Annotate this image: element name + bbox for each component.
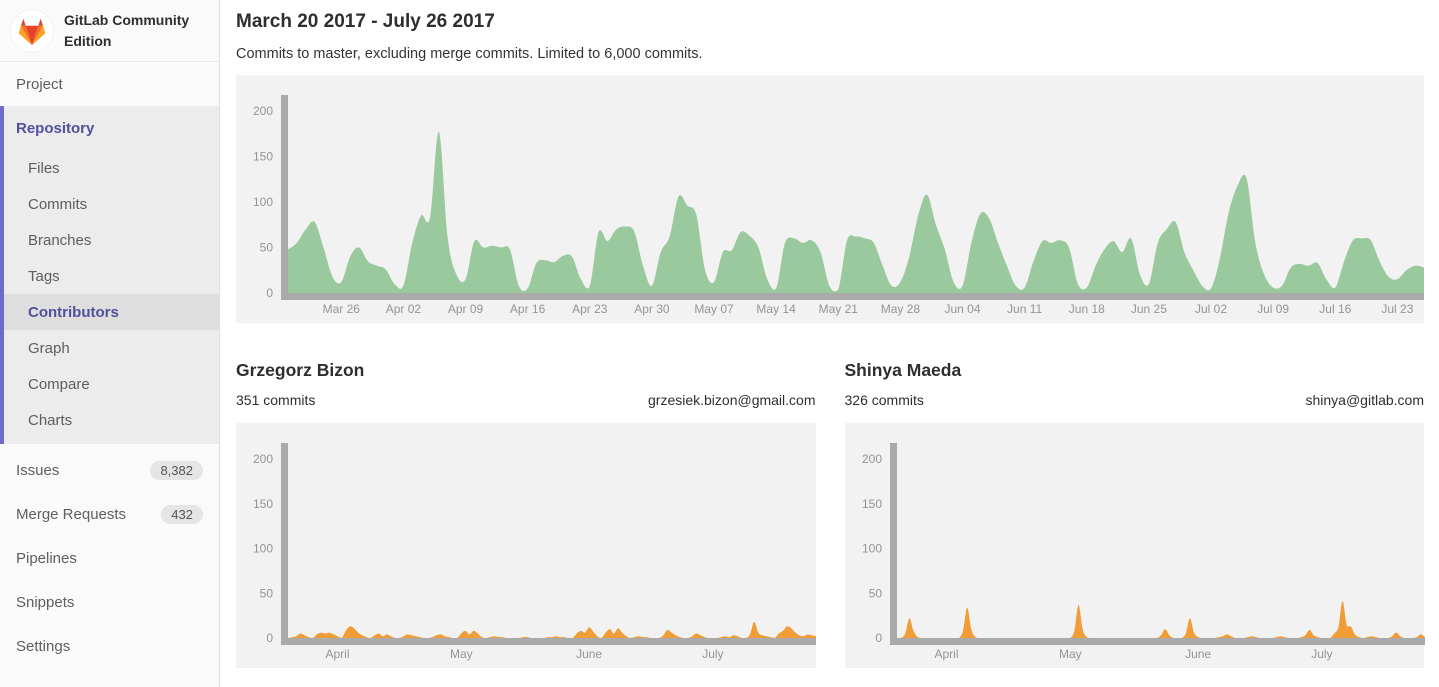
svg-text:150: 150 xyxy=(253,150,273,164)
merge-requests-count-badge: 432 xyxy=(161,504,203,524)
svg-text:Apr 23: Apr 23 xyxy=(572,302,608,316)
svg-text:Jul 02: Jul 02 xyxy=(1195,302,1227,316)
gitlab-logo-icon xyxy=(10,8,54,53)
svg-text:May 28: May 28 xyxy=(881,302,921,316)
svg-text:150: 150 xyxy=(861,497,881,511)
contributor-commit-count: 351 commits xyxy=(236,392,316,408)
sidebar-item-pipelines[interactable]: Pipelines xyxy=(16,549,77,567)
sidebar-item-settings[interactable]: Settings xyxy=(16,637,71,655)
sidebar-section-repository: Repository Files Commits Branches Tags C… xyxy=(0,106,219,444)
svg-text:200: 200 xyxy=(253,104,273,118)
svg-text:May 21: May 21 xyxy=(819,302,859,316)
svg-text:50: 50 xyxy=(260,586,274,600)
sidebar-item-files[interactable]: Files xyxy=(28,159,60,177)
contributor-card: Shinya Maeda 326 commits shinya@gitlab.c… xyxy=(844,360,1425,668)
svg-text:June: June xyxy=(576,647,602,661)
page-title: March 20 2017 - July 26 2017 xyxy=(236,11,495,32)
area-chart-svg: 0 50 100 150 200 April May June July xyxy=(253,443,816,661)
svg-text:May: May xyxy=(1058,647,1081,661)
svg-text:50: 50 xyxy=(868,586,882,600)
svg-text:100: 100 xyxy=(253,542,273,556)
sidebar-item-contributors[interactable]: Contributors xyxy=(4,294,219,330)
svg-text:May: May xyxy=(450,647,473,661)
sidebar-item-merge-requests[interactable]: Merge Requests 432 xyxy=(0,492,219,536)
sidebar-item-charts[interactable]: Charts xyxy=(28,411,73,429)
page-subtitle: Commits to master, excluding merge commi… xyxy=(236,46,703,62)
contributor-commits-chart[interactable]: 0 50 100 150 200 April May June July xyxy=(844,423,1425,668)
svg-text:0: 0 xyxy=(266,286,273,300)
svg-text:200: 200 xyxy=(253,452,273,466)
svg-text:April: April xyxy=(934,647,958,661)
svg-text:April: April xyxy=(325,647,349,661)
svg-text:June: June xyxy=(1185,647,1211,661)
sidebar-item-branches[interactable]: Branches xyxy=(28,231,92,249)
svg-text:July: July xyxy=(702,647,723,661)
svg-text:Apr 02: Apr 02 xyxy=(386,302,422,316)
area-chart-svg: 0 50 100 150 200 April May June July xyxy=(861,443,1425,661)
svg-text:150: 150 xyxy=(253,497,273,511)
svg-text:Jun 25: Jun 25 xyxy=(1131,302,1167,316)
contributor-commit-count: 326 commits xyxy=(844,392,924,408)
svg-text:May 14: May 14 xyxy=(756,302,796,316)
sidebar-item-commits[interactable]: Commits xyxy=(28,195,88,213)
svg-text:Jul 23: Jul 23 xyxy=(1381,302,1413,316)
svg-text:July: July xyxy=(1311,647,1332,661)
contributor-email-link[interactable]: grzesiek.bizon@gmail.com xyxy=(648,392,816,408)
contributors-row: Grzegorz Bizon 351 commits grzesiek.bizo… xyxy=(236,360,1425,668)
svg-text:Jul 09: Jul 09 xyxy=(1257,302,1289,316)
sidebar: GitLab Community Edition Project Reposit… xyxy=(0,0,220,687)
svg-text:Jun 18: Jun 18 xyxy=(1069,302,1105,316)
sidebar-item-issues[interactable]: Issues 8,382 xyxy=(0,448,219,492)
svg-text:0: 0 xyxy=(266,631,273,645)
sidebar-item-compare[interactable]: Compare xyxy=(28,375,90,393)
contributor-commits-chart[interactable]: 0 50 100 150 200 April May June July xyxy=(236,423,816,668)
sidebar-item-graph[interactable]: Graph xyxy=(28,339,70,357)
sidebar-item-project[interactable]: Project xyxy=(16,75,63,93)
svg-text:100: 100 xyxy=(253,195,273,209)
svg-text:May 07: May 07 xyxy=(694,302,734,316)
area-chart-svg: 0 50 100 150 200 Mar 26 Apr 02 Apr 09 Apr 16 Apr … xyxy=(253,95,1424,316)
svg-text:0: 0 xyxy=(875,631,882,645)
svg-text:Jun 04: Jun 04 xyxy=(944,302,980,316)
svg-text:Jun 11: Jun 11 xyxy=(1007,302,1042,316)
sidebar-item-repository[interactable]: Repository xyxy=(16,119,95,137)
contributor-name: Shinya Maeda xyxy=(844,360,962,380)
svg-text:200: 200 xyxy=(861,452,881,466)
svg-text:Jul 16: Jul 16 xyxy=(1319,302,1351,316)
svg-text:Apr 09: Apr 09 xyxy=(448,302,484,316)
master-commits-chart[interactable]: 0 50 100 150 200 Mar 26 Apr 02 Apr 09 Apr 16 Apr … xyxy=(236,75,1424,323)
svg-text:100: 100 xyxy=(861,542,881,556)
sidebar-item-tags[interactable]: Tags xyxy=(28,267,60,285)
project-title: GitLab Community Edition xyxy=(64,12,190,49)
svg-text:Apr 30: Apr 30 xyxy=(634,302,670,316)
svg-text:50: 50 xyxy=(260,241,274,255)
svg-text:Mar 26: Mar 26 xyxy=(323,302,361,316)
contributors-page: March 20 2017 - July 26 2017 Commits to … xyxy=(221,0,1439,687)
issues-count-badge: 8,382 xyxy=(150,460,203,480)
sidebar-item-snippets[interactable]: Snippets xyxy=(16,593,75,611)
contributor-email-link[interactable]: shinya@gitlab.com xyxy=(1305,392,1425,408)
gitlab-tanuki-icon xyxy=(18,18,46,45)
contributor-name: Grzegorz Bizon xyxy=(236,360,365,380)
project-header[interactable]: GitLab Community Edition xyxy=(0,0,219,62)
svg-text:Apr 16: Apr 16 xyxy=(510,302,546,316)
contributor-card: Grzegorz Bizon 351 commits grzesiek.bizo… xyxy=(236,360,816,668)
